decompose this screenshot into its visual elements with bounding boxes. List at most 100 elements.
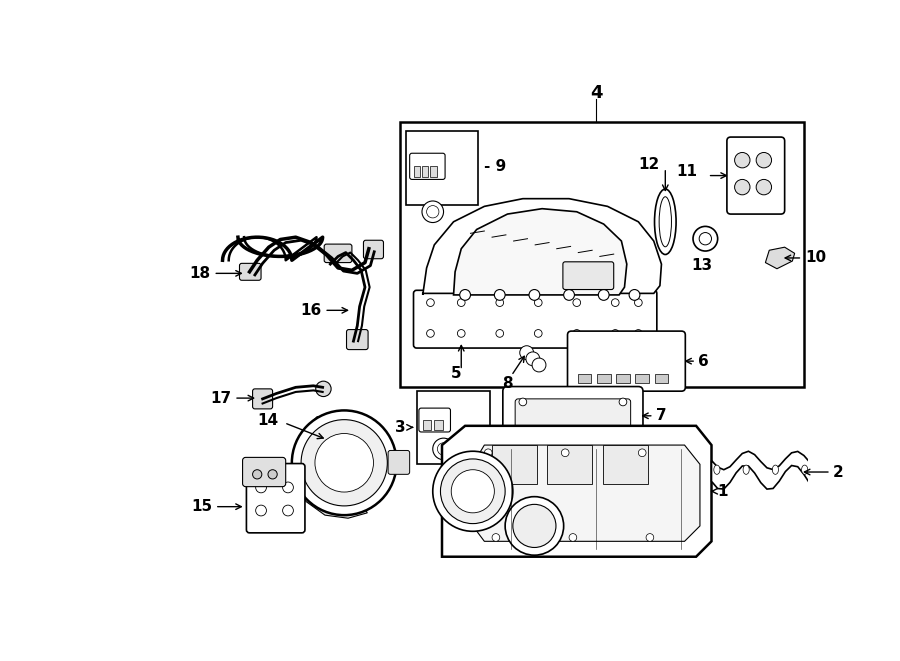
FancyBboxPatch shape	[562, 262, 614, 290]
Text: 4: 4	[590, 84, 602, 102]
Circle shape	[460, 290, 471, 300]
Circle shape	[457, 299, 465, 307]
Circle shape	[634, 330, 643, 337]
FancyBboxPatch shape	[503, 387, 643, 446]
Circle shape	[496, 330, 504, 337]
Bar	[417, 391, 490, 464]
Circle shape	[513, 504, 556, 547]
Circle shape	[535, 299, 542, 307]
Ellipse shape	[772, 465, 778, 475]
Text: 15: 15	[192, 499, 212, 514]
Circle shape	[734, 153, 750, 168]
Text: 7: 7	[656, 408, 667, 423]
Bar	[400, 122, 804, 387]
Circle shape	[457, 330, 465, 337]
Bar	[603, 445, 648, 484]
Text: 3: 3	[395, 420, 406, 435]
Circle shape	[573, 330, 580, 337]
Polygon shape	[298, 416, 367, 518]
Circle shape	[634, 299, 643, 307]
Circle shape	[422, 201, 444, 223]
Text: 16: 16	[300, 303, 321, 318]
Circle shape	[283, 482, 293, 493]
Circle shape	[638, 449, 646, 457]
Circle shape	[526, 352, 540, 366]
Bar	[406, 131, 478, 205]
Circle shape	[619, 398, 626, 406]
FancyBboxPatch shape	[568, 331, 685, 391]
Polygon shape	[712, 451, 829, 490]
Ellipse shape	[654, 189, 676, 254]
Circle shape	[532, 358, 546, 372]
Circle shape	[520, 346, 534, 360]
Bar	[430, 167, 436, 177]
Bar	[422, 167, 428, 177]
Circle shape	[562, 449, 569, 457]
Text: 18: 18	[189, 266, 211, 281]
Text: 14: 14	[257, 413, 279, 428]
FancyBboxPatch shape	[253, 389, 273, 409]
Circle shape	[283, 505, 293, 516]
FancyBboxPatch shape	[346, 330, 368, 350]
Text: 11: 11	[676, 164, 697, 179]
Circle shape	[563, 290, 574, 300]
FancyBboxPatch shape	[324, 244, 352, 262]
Text: 12: 12	[638, 157, 659, 171]
Circle shape	[292, 410, 397, 515]
Circle shape	[440, 459, 505, 524]
Circle shape	[734, 179, 750, 195]
Circle shape	[427, 330, 435, 337]
Circle shape	[598, 290, 609, 300]
Circle shape	[492, 533, 500, 541]
Bar	[597, 374, 610, 383]
Bar	[547, 445, 592, 484]
Circle shape	[629, 290, 640, 300]
Text: 5: 5	[451, 366, 461, 381]
Text: 17: 17	[211, 391, 232, 406]
Circle shape	[484, 449, 492, 457]
FancyBboxPatch shape	[364, 240, 383, 258]
Ellipse shape	[714, 465, 720, 475]
Ellipse shape	[802, 465, 808, 475]
Text: 6: 6	[698, 354, 709, 369]
Bar	[413, 167, 419, 177]
Circle shape	[756, 179, 771, 195]
Circle shape	[693, 226, 717, 251]
Circle shape	[268, 470, 277, 479]
Circle shape	[505, 496, 563, 555]
Text: 1: 1	[717, 484, 728, 499]
Circle shape	[519, 398, 526, 406]
Text: 10: 10	[806, 251, 826, 266]
Bar	[435, 420, 443, 430]
Circle shape	[302, 420, 387, 506]
Circle shape	[315, 434, 374, 492]
Circle shape	[569, 533, 577, 541]
Circle shape	[437, 443, 450, 455]
Circle shape	[529, 290, 540, 300]
Ellipse shape	[659, 197, 671, 247]
Circle shape	[256, 482, 266, 493]
FancyBboxPatch shape	[727, 137, 785, 214]
Circle shape	[494, 290, 505, 300]
Bar	[616, 374, 630, 383]
FancyBboxPatch shape	[388, 450, 410, 475]
Bar	[423, 420, 431, 430]
Circle shape	[611, 299, 619, 307]
Polygon shape	[472, 445, 700, 541]
Text: 8: 8	[502, 376, 513, 391]
FancyBboxPatch shape	[243, 457, 285, 486]
Circle shape	[496, 299, 504, 307]
Circle shape	[573, 299, 580, 307]
Circle shape	[433, 451, 513, 531]
Circle shape	[756, 153, 771, 168]
Circle shape	[433, 438, 454, 459]
Polygon shape	[423, 199, 662, 295]
Text: 2: 2	[833, 465, 844, 479]
Text: 13: 13	[691, 258, 712, 273]
FancyBboxPatch shape	[515, 399, 631, 434]
Polygon shape	[442, 426, 712, 557]
Circle shape	[253, 470, 262, 479]
FancyBboxPatch shape	[410, 153, 446, 179]
FancyBboxPatch shape	[239, 263, 261, 280]
Circle shape	[535, 330, 542, 337]
